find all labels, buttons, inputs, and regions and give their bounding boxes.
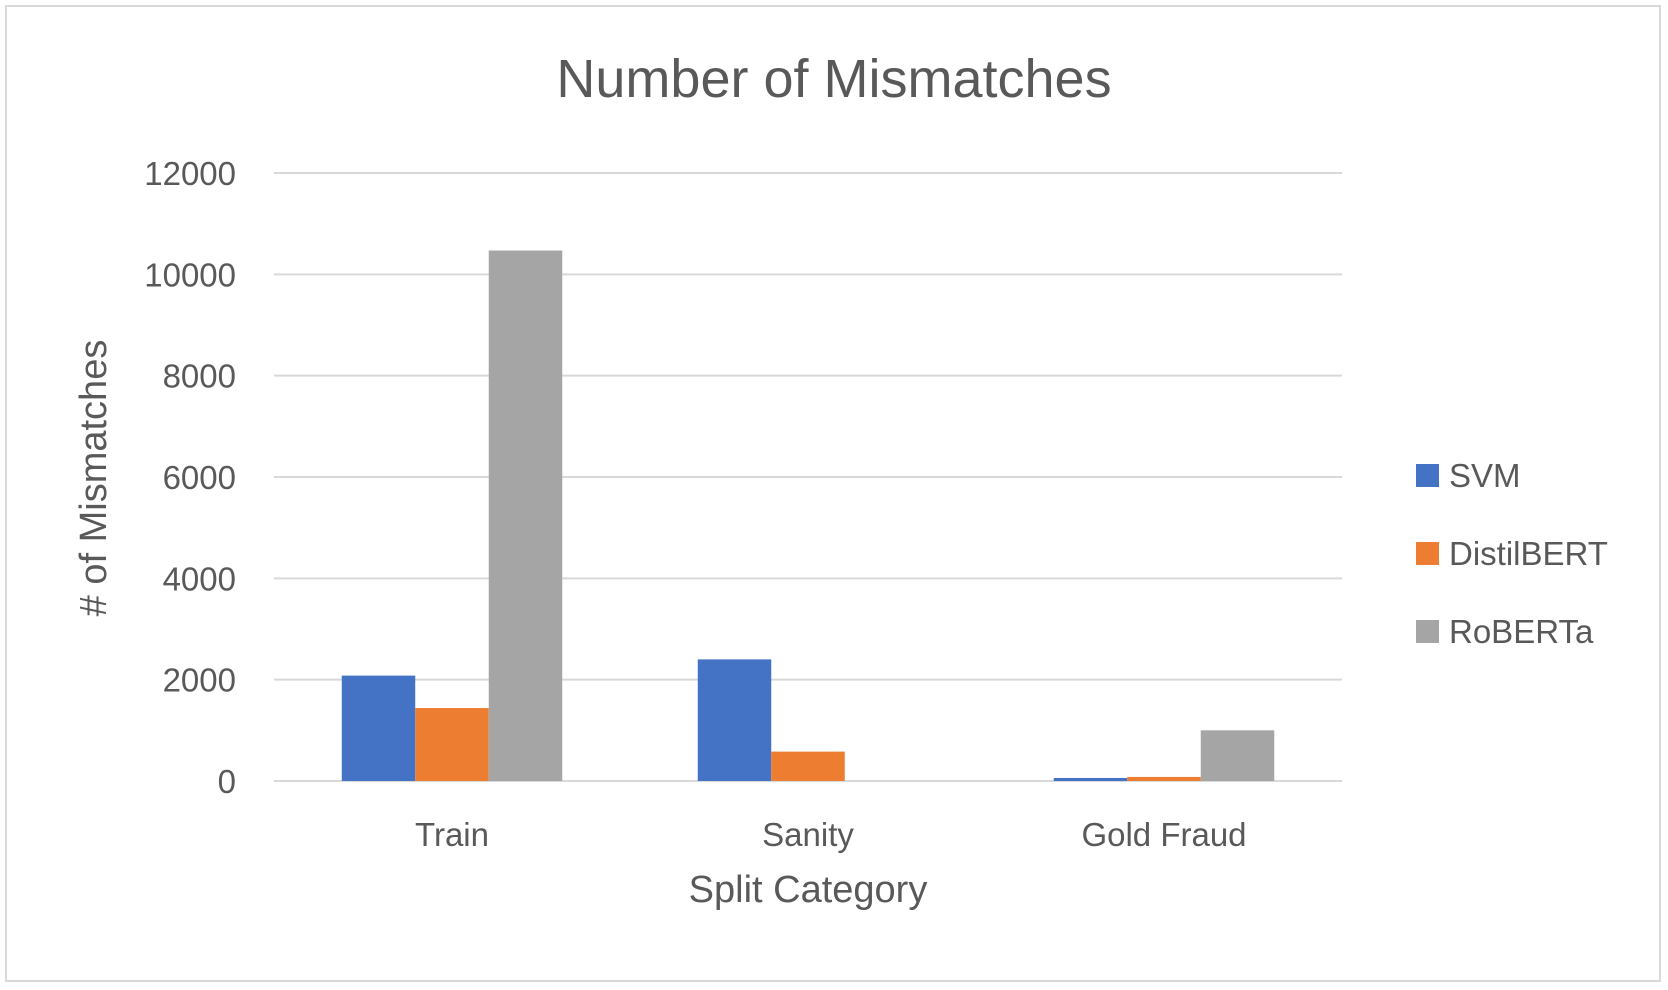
- legend-swatch: [1416, 620, 1439, 643]
- x-category-label: Sanity: [762, 816, 854, 853]
- x-axis-categories: Train Sanity Gold Fraud: [415, 816, 1247, 853]
- legend-label: DistilBERT: [1449, 535, 1608, 572]
- y-tick-label: 10000: [144, 256, 236, 293]
- legend: SVM DistilBERT RoBERTa: [1416, 457, 1608, 650]
- y-tick-label: 6000: [163, 459, 236, 496]
- bars: [341, 250, 1275, 781]
- gridlines: [274, 172, 1342, 782]
- x-category-label: Train: [415, 816, 489, 853]
- y-axis-ticks: 0 2000 4000 6000 8000 10000 12000: [144, 155, 236, 800]
- y-tick-label: 2000: [163, 662, 236, 699]
- y-axis-title: # of Mismatches: [73, 340, 115, 617]
- bar-distilbert-gold-fraud: [1127, 776, 1201, 781]
- x-axis-title: Split Category: [689, 869, 928, 911]
- bar-distilbert-sanity: [771, 751, 845, 781]
- legend-swatch: [1416, 464, 1439, 487]
- y-tick-label: 0: [218, 763, 236, 800]
- x-category-label: Gold Fraud: [1081, 816, 1246, 853]
- y-tick-label: 4000: [163, 560, 236, 597]
- chart-frame: [5, 5, 1661, 982]
- legend-label: SVM: [1449, 457, 1521, 494]
- y-tick-label: 8000: [163, 358, 236, 395]
- legend-label: RoBERTa: [1449, 613, 1594, 650]
- legend-swatch: [1416, 542, 1439, 565]
- bar-roberta-train: [488, 250, 563, 781]
- y-tick-label: 12000: [144, 155, 236, 192]
- bar-roberta-gold-fraud: [1200, 730, 1275, 781]
- bar-svm-gold-fraud: [1053, 777, 1128, 781]
- chart-title: Number of Mismatches: [556, 49, 1111, 109]
- bar-svm-sanity: [697, 659, 772, 781]
- bar-distilbert-train: [415, 708, 489, 781]
- bar-svm-train: [341, 675, 416, 781]
